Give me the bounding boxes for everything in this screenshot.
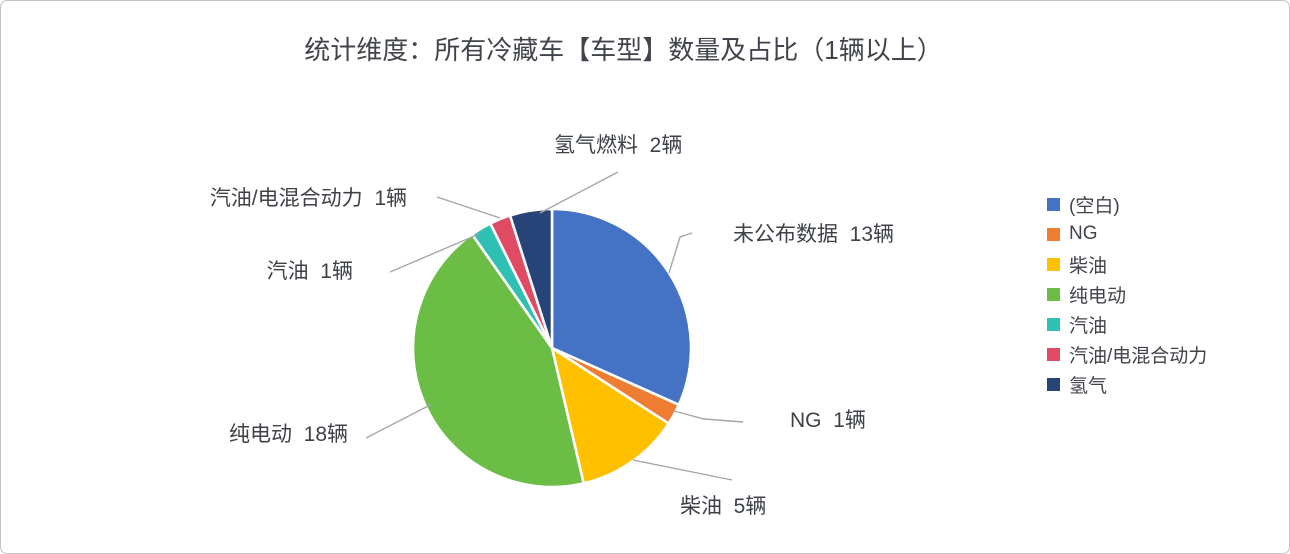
legend-item-ng[interactable]: NG	[1047, 223, 1207, 244]
legend-swatch-diesel	[1047, 257, 1060, 271]
legend-item-hybrid[interactable]: 汽油/电混合动力	[1047, 344, 1207, 367]
legend-label-ng: NG	[1069, 223, 1098, 244]
leader-line-unpublished	[668, 232, 693, 274]
legend-swatch-hybrid	[1047, 347, 1060, 361]
callout-hybrid: 汽油/电混合动力 1辆	[209, 187, 407, 210]
pie-slice-diesel[interactable]	[550, 346, 670, 485]
legend-item-diesel[interactable]: 柴油	[1047, 254, 1207, 277]
legend-item-hydrogen[interactable]: 氢气	[1047, 374, 1207, 397]
leader-line-electric	[365, 403, 433, 439]
legend-swatch-gasoline	[1047, 317, 1060, 331]
legend-swatch-ng	[1047, 227, 1060, 241]
chart-legend: (空白) NG 柴油 纯电动 汽油 汽油/电混合动力 氢气	[1047, 194, 1207, 397]
legend-swatch-blank	[1047, 197, 1060, 211]
callout-unpublished: 未公布数据 13辆	[733, 223, 895, 246]
callout-gasoline: 汽油 1辆	[266, 260, 353, 283]
callout-ng: NG 1辆	[790, 409, 866, 432]
chart-title: 统计维度：所有冷藏车【车型】数量及占比（1辆以上）	[304, 35, 943, 65]
legend-swatch-hydrogen	[1047, 377, 1060, 391]
legend-item-blank[interactable]: (空白)	[1047, 194, 1207, 217]
pie-slice-electric[interactable]	[411, 233, 585, 489]
legend-item-electric[interactable]: 纯电动	[1047, 284, 1207, 307]
legend-label-diesel: 柴油	[1069, 255, 1108, 277]
leader-line-ng	[673, 410, 744, 423]
callout-electric: 纯电动 18辆	[228, 423, 348, 446]
leader-line-gasoline	[389, 233, 480, 273]
legend-label-blank: (空白)	[1069, 195, 1120, 217]
leader-line-diesel	[632, 459, 733, 481]
leader-line-hydrogen	[539, 171, 619, 214]
callout-hydrogen: 氢气燃料 2辆	[554, 134, 683, 157]
legend-label-gasoline: 汽油	[1069, 315, 1108, 337]
pie-slice-hydrogen[interactable]	[508, 207, 554, 350]
legend-label-hybrid: 汽油/电混合动力	[1069, 345, 1208, 367]
legend-label-hydrogen: 氢气	[1069, 375, 1108, 397]
legend-swatch-electric	[1047, 287, 1060, 301]
callout-diesel: 柴油 5辆	[680, 495, 767, 518]
pie-slices	[411, 207, 693, 489]
leader-lines	[365, 171, 744, 481]
legend-item-gasoline[interactable]: 汽油	[1047, 314, 1207, 337]
legend-label-electric: 纯电动	[1069, 285, 1127, 307]
leader-line-hybrid	[436, 196, 501, 219]
